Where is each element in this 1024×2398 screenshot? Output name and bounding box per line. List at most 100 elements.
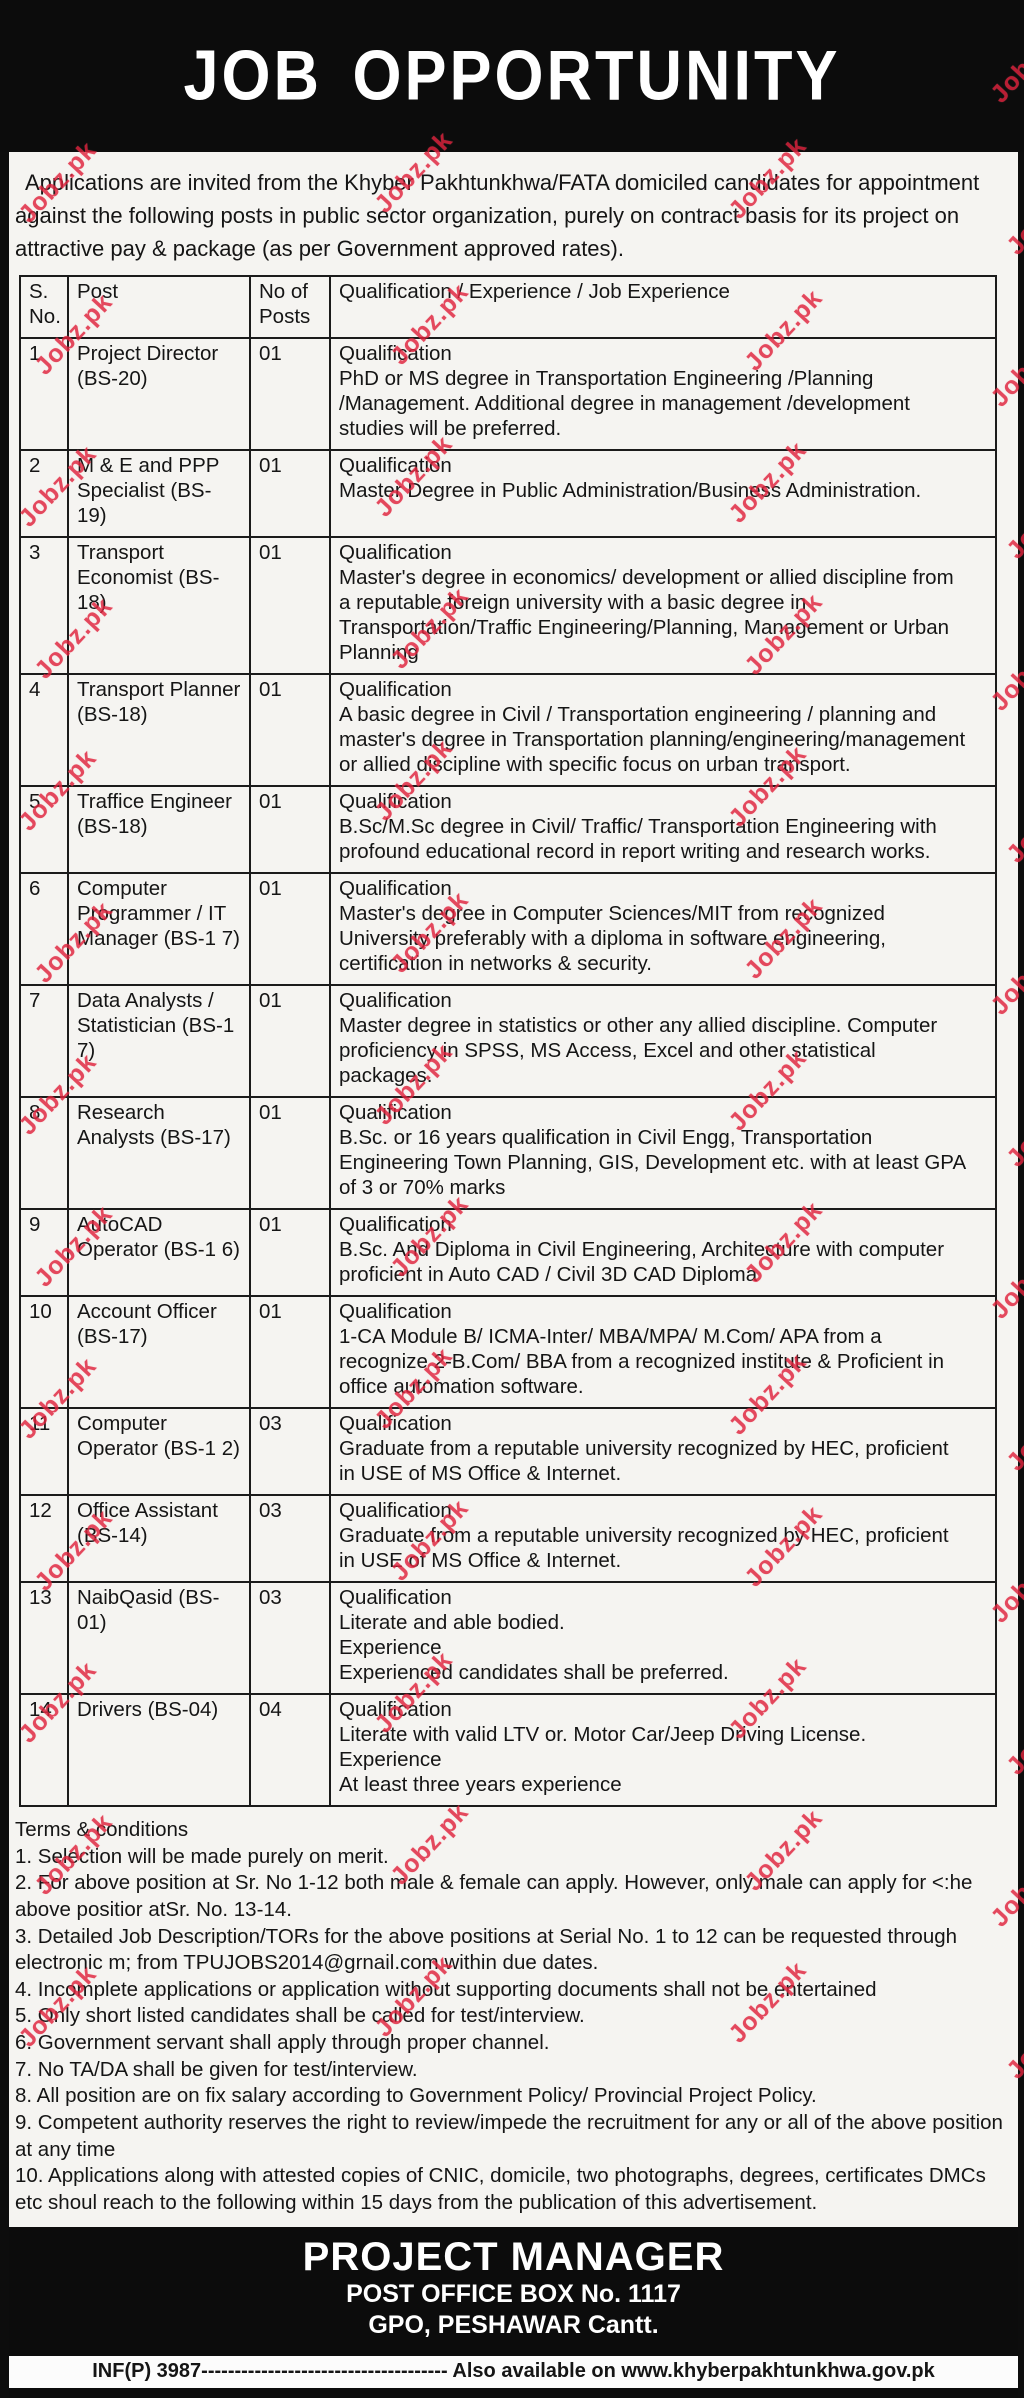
qualification-cell: Qualification Graduate from a reputable u… xyxy=(329,1407,997,1496)
detail-line: PhD or MS degree in Transportation Engin… xyxy=(339,367,910,440)
serial-number-cell: 7 xyxy=(19,984,69,1098)
page-title: JOB OPPORTUNITY xyxy=(183,36,841,116)
posts-count-cell: 01 xyxy=(249,1295,331,1409)
detail-line: Literate with valid LTV or. Motor Car/Je… xyxy=(339,1723,867,1746)
posts-count-cell: 01 xyxy=(249,337,331,451)
posts-count-cell: 01 xyxy=(249,872,331,986)
serial-number-cell: 3 xyxy=(19,536,69,675)
column-header-sno: S. No. xyxy=(19,275,69,339)
post-title-cell: Transport Economist (BS-18) xyxy=(67,536,251,675)
terms-item: 6. Government servant shall apply throug… xyxy=(15,2031,550,2055)
posts-count-cell: 01 xyxy=(249,449,331,538)
detail-line: 1-CA Module B/ ICMA-Inter/ MBA/MPA/ M.Co… xyxy=(339,1325,945,1398)
table-row: 4 Transport Planner (BS-18) 01 Qualificatio… xyxy=(19,673,997,787)
post-title-cell: NaibQasid (BS-01) xyxy=(67,1581,251,1695)
serial-number-cell: 1 xyxy=(19,337,69,451)
serial-number-cell: 13 xyxy=(19,1581,69,1695)
serial-number-cell: 14 xyxy=(19,1693,69,1807)
post-title-cell: Project Director (BS-20) xyxy=(67,337,251,451)
table-row: 14 Drivers (BS-04) 04 Qualification Literate… xyxy=(19,1693,997,1807)
serial-number-cell: 8 xyxy=(19,1096,69,1210)
detail-line: At least three years experience xyxy=(339,1773,622,1796)
qualification-cell: Qualification B.Sc. or 16 years qualifica… xyxy=(329,1096,997,1210)
serial-number-cell: 4 xyxy=(19,673,69,787)
posts-table-body: 1 Project Director (BS-20) 01 Qualification… xyxy=(19,337,997,1807)
detail-line: Literate and able bodied. xyxy=(339,1611,565,1634)
post-title-cell: M & E and PPP Specialist (BS-19) xyxy=(67,449,251,538)
detail-line: Qualification xyxy=(339,1698,452,1721)
table-row: 11 Computer Operator (BS-1 2) 03 Qualificat… xyxy=(19,1407,997,1496)
serial-number-cell: 9 xyxy=(19,1208,69,1297)
post-title-cell: Transport Planner (BS-18) xyxy=(67,673,251,787)
terms-item: 8. All position are on fix salary accord… xyxy=(15,2084,817,2108)
column-header-qualification: Qualification / Experience / Job Experie… xyxy=(329,275,997,339)
post-title-cell: Computer Programmer / IT Manager (BS-1 7… xyxy=(67,872,251,986)
table-row: 1 Project Director (BS-20) 01 Qualification… xyxy=(19,337,997,451)
column-header-post: Post xyxy=(67,275,251,339)
serial-number-cell: 10 xyxy=(19,1295,69,1409)
posts-count-cell: 03 xyxy=(249,1407,331,1496)
qualification-cell: Qualification PhD or MS degree in Transpo… xyxy=(329,337,997,451)
qualification-cell: Qualification Master's degree in Computer… xyxy=(329,872,997,986)
posts-count-cell: 01 xyxy=(249,984,331,1098)
terms-item: 10. Applications along with attested cop… xyxy=(15,2164,986,2214)
detail-line: Qualification xyxy=(339,877,452,900)
table-row: 13 NaibQasid (BS-01) 03 Qualification Litera… xyxy=(19,1581,997,1695)
terms-item: 1. Selection will be made purely on meri… xyxy=(15,1844,389,1868)
qualification-cell: Qualification Literate and able bodied. Ex… xyxy=(329,1581,997,1695)
qualification-cell: Qualification Literate with valid LTV or.… xyxy=(329,1693,997,1807)
serial-number-cell: 6 xyxy=(19,872,69,986)
posts-table: S. No. Post No of Posts Qualification / … xyxy=(19,275,997,1807)
table-row: 10 Account Officer (BS-17) 01 Qualification… xyxy=(19,1295,997,1409)
posts-count-cell: 01 xyxy=(249,785,331,874)
post-title-cell: Traffice Engineer (BS-18) xyxy=(67,785,251,874)
detail-line: Qualification xyxy=(339,454,452,477)
detail-line: Qualification xyxy=(339,678,452,701)
detail-line: Experience xyxy=(339,1748,442,1771)
dash-rule: ------------------------------------- xyxy=(201,2360,448,2383)
detail-line: Qualification xyxy=(339,790,452,813)
table-row: 3 Transport Economist (BS-18) 01 Qualificat… xyxy=(19,536,997,675)
footer-po-box: POST OFFICE BOX No. 1117 xyxy=(346,2279,681,2308)
terms-list: 1. Selection will be made purely on meri… xyxy=(15,1844,1010,2217)
terms-section: Terms & conditions 1. Selection will be … xyxy=(9,1811,1018,2227)
table-header-row: S. No. Post No of Posts Qualification / … xyxy=(19,275,997,339)
posts-count-cell: 03 xyxy=(249,1494,331,1583)
detail-line: Qualification xyxy=(339,1213,452,1236)
detail-line: Master's degree in economics/ developmen… xyxy=(339,566,954,664)
detail-line: A basic degree in Civil / Transportation… xyxy=(339,703,966,776)
terms-item: 2. For above position at Sr. No 1-12 bot… xyxy=(15,1871,973,1921)
detail-line: Graduate from a reputable university rec… xyxy=(339,1437,949,1485)
intro-paragraph: Applications are invited from the Khyber… xyxy=(15,170,980,261)
website-url: Also available on www.khyberpakhtunkhwa.… xyxy=(447,2360,935,2383)
qualification-cell: Qualification B.Sc. And Diploma in Civil … xyxy=(329,1208,997,1297)
post-title-cell: Drivers (BS-04) xyxy=(67,1693,251,1807)
qualification-cell: Qualification A basic degree in Civil / T… xyxy=(329,673,997,787)
table-row: 9 AutoCAD Operator (BS-1 6) 01 Qualificatio… xyxy=(19,1208,997,1297)
footer-box: PROJECT MANAGER POST OFFICE BOX No. 1117… xyxy=(9,2226,1018,2354)
ad-frame: Applications are invited from the Khyber… xyxy=(0,152,1024,2398)
detail-line: Qualification xyxy=(339,1101,452,1124)
detail-line: B.Sc. or 16 years qualification in Civil… xyxy=(339,1126,965,1199)
qualification-cell: Qualification Master degree in statistics… xyxy=(329,984,997,1098)
detail-line: Qualification xyxy=(339,1586,452,1609)
detail-line: Qualification xyxy=(339,342,452,365)
post-title-cell: AutoCAD Operator (BS-1 6) xyxy=(67,1208,251,1297)
detail-line: Master Degree in Public Administration/B… xyxy=(339,479,922,502)
terms-item: 4. Incomplete applications or applicatio… xyxy=(15,1977,877,2001)
detail-line: Qualification xyxy=(339,1499,452,1522)
detail-line: Master degree in statistics or other any… xyxy=(339,1014,938,1087)
qualification-cell: Qualification Master Degree in Public Adm… xyxy=(329,449,997,538)
terms-item: 3. Detailed Job Description/TORs for the… xyxy=(15,1924,958,1975)
terms-item: 5. Only short listed candidates shall be… xyxy=(15,2004,585,2028)
posts-count-cell: 01 xyxy=(249,536,331,675)
posts-count-cell: 01 xyxy=(249,673,331,787)
footer-gpo: GPO, PESHAWAR Cantt. xyxy=(368,2310,659,2339)
footer-project-manager: PROJECT MANAGER xyxy=(302,2234,725,2279)
posts-count-cell: 01 xyxy=(249,1208,331,1297)
terms-item: 7. No TA/DA shall be given for test/inte… xyxy=(15,2057,418,2081)
bottom-strip: INF(P) 3987-----------------------------… xyxy=(9,2353,1018,2398)
serial-number-cell: 12 xyxy=(19,1494,69,1583)
